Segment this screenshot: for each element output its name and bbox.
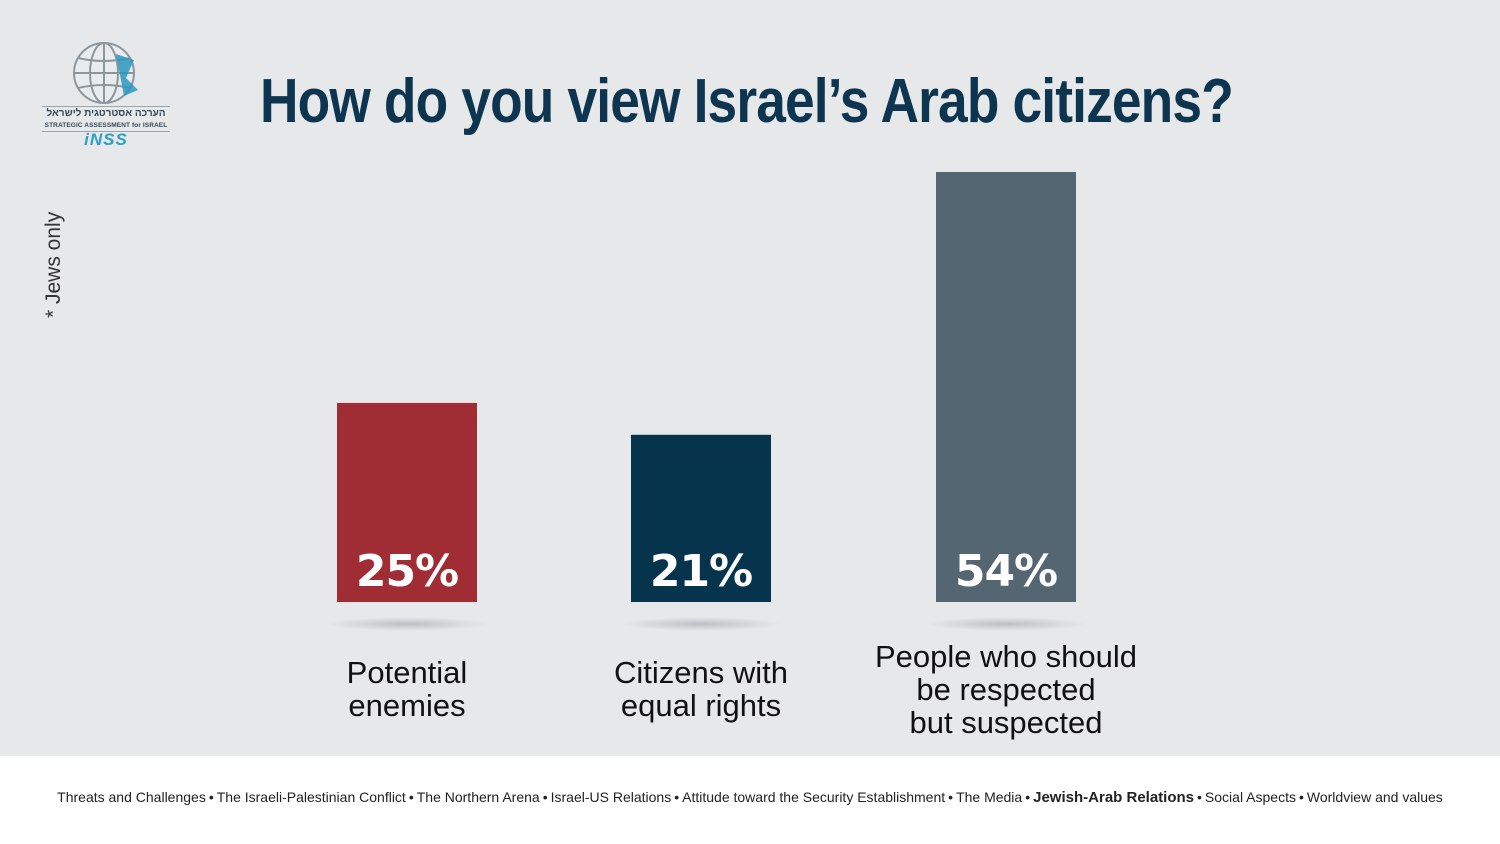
footer-topic[interactable]: Attitude toward the Security Establishme…: [682, 788, 946, 805]
bar-shadow: [926, 617, 1086, 631]
bar-shadow: [327, 617, 487, 631]
category-label-line: be respected: [916, 672, 1095, 707]
category-label-line: equal rights: [621, 688, 781, 723]
bar-value-label: 21%: [650, 546, 752, 597]
slide: הערכה אסטרטגית לישראל STRATEGIC ASSESSME…: [40, 38, 1234, 740]
footer-separator: •: [408, 788, 414, 805]
logo-divider: [42, 131, 170, 132]
logo-hebrew-text: הערכה אסטרטגית לישראל: [46, 108, 166, 119]
category-label-line: Citizens with: [614, 655, 788, 690]
footer-topics: Threats and Challenges • The Israeli-Pales…: [57, 789, 1443, 806]
footer-separator: •: [1298, 788, 1304, 805]
footer-topic[interactable]: The Israeli-Palestinian Conflict: [216, 788, 406, 805]
logo-divider: [42, 106, 170, 107]
globe-icon: [73, 42, 138, 104]
footer-separator: •: [1025, 788, 1031, 805]
footer-topic-active[interactable]: Jewish-Arab Relations: [1033, 788, 1195, 806]
footer-separator: •: [208, 788, 214, 805]
footer-separator: •: [948, 788, 954, 805]
bar: [631, 434, 771, 602]
footer-topic[interactable]: Worldview and values: [1306, 788, 1443, 805]
footer-topic[interactable]: Israel-US Relations: [550, 788, 672, 805]
footer-topic[interactable]: Threats and Challenges: [57, 788, 206, 805]
category-label-line: Potential: [347, 655, 468, 690]
logo-brand: iNSS: [84, 130, 128, 149]
category-label-line: enemies: [348, 688, 465, 723]
chart-title: How do you view Israel’s Arab citizens?: [260, 67, 1234, 136]
category-label-line: but suspected: [909, 705, 1102, 740]
bar: [936, 172, 1076, 602]
footer-topic[interactable]: Social Aspects: [1204, 788, 1296, 805]
category-label-line: People who should: [875, 639, 1137, 674]
bar-value-label: 54%: [955, 546, 1057, 597]
bar: [337, 402, 477, 602]
logo-english-text: STRATEGIC ASSESSMENT for ISRAEL: [44, 122, 168, 129]
inss-logo: הערכה אסטרטגית לישראל STRATEGIC ASSESSME…: [40, 38, 172, 154]
bar-shadow: [621, 617, 781, 631]
bar-value-label: 25%: [356, 546, 458, 597]
bar-chart: 25% Potential enemies 21% Citizens with equal…: [327, 172, 1137, 740]
footer-topic[interactable]: The Northern Arena: [416, 788, 540, 805]
footer-topic[interactable]: The Media: [956, 788, 1023, 805]
footer-separator: •: [1197, 788, 1202, 805]
category-label: People who should be respected but suspect…: [875, 639, 1137, 740]
category-label: Citizens with equal rights: [614, 655, 788, 723]
footer-nav: Threats and Challenges • The Israeli-Pales…: [0, 756, 1500, 844]
footer-separator: •: [674, 788, 680, 805]
category-label: Potential enemies: [347, 655, 468, 723]
footer-separator: •: [542, 788, 548, 805]
